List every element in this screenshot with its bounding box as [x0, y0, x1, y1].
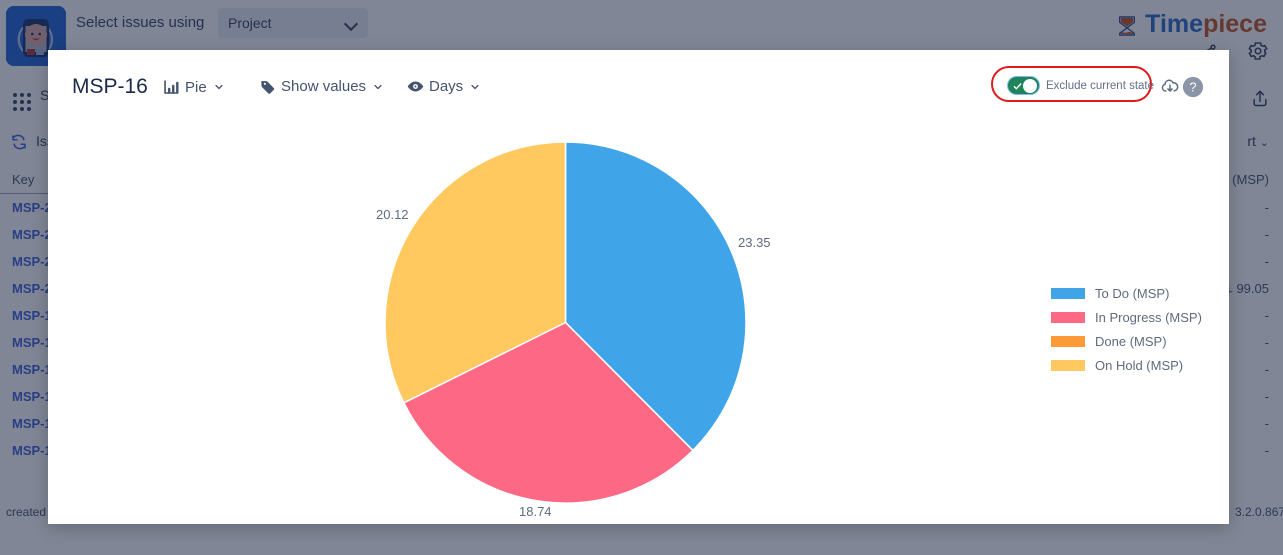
svg-text:?: ?	[1189, 80, 1196, 95]
